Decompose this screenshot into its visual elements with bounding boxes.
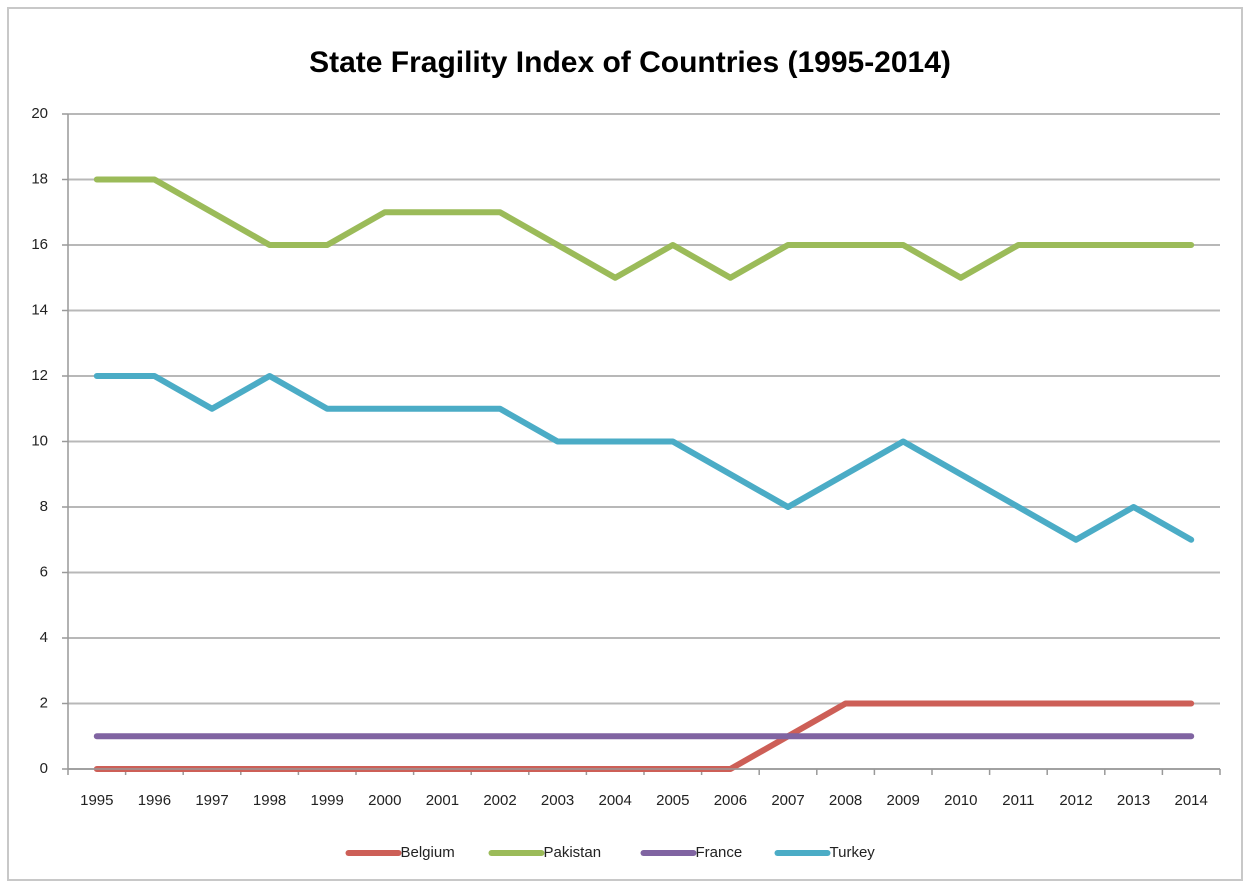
y-tick-label: 16	[31, 236, 48, 253]
legend-label: France	[696, 844, 743, 861]
x-tick-label: 2006	[714, 792, 747, 809]
x-tick-label: 2004	[599, 792, 632, 809]
x-tick-label: 2008	[829, 792, 862, 809]
x-tick-label: 2003	[541, 792, 574, 809]
x-tick-label: 2007	[771, 792, 804, 809]
x-tick-label: 2005	[656, 792, 689, 809]
x-tick-label: 1999	[311, 792, 344, 809]
y-tick-label: 0	[40, 760, 48, 777]
x-tick-label: 2000	[368, 792, 401, 809]
x-tick-label: 2001	[426, 792, 459, 809]
y-tick-label: 2	[40, 694, 48, 711]
x-tick-label: 2002	[483, 792, 516, 809]
y-tick-label: 20	[31, 105, 48, 122]
x-tick-label: 2012	[1059, 792, 1092, 809]
y-tick-label: 4	[40, 629, 48, 646]
series-line	[93, 373, 1195, 543]
x-tick-label: 2014	[1175, 792, 1208, 809]
x-tick-label: 1997	[195, 792, 228, 809]
series-line	[93, 176, 1195, 281]
x-tick-label: 2010	[944, 792, 977, 809]
y-tick-label: 18	[31, 170, 48, 187]
x-tick-label: 2011	[1002, 792, 1034, 809]
x-tick-label: 1995	[80, 792, 113, 809]
y-tick-label: 6	[40, 563, 48, 580]
legend-label: Pakistan	[544, 844, 602, 861]
chart-title: State Fragility Index of Countries (1995…	[309, 46, 951, 79]
y-tick-label: 12	[31, 367, 48, 384]
legend-label: Belgium	[401, 844, 455, 861]
x-tick-label: 2009	[887, 792, 920, 809]
y-tick-label: 14	[31, 301, 48, 318]
y-tick-label: 8	[40, 498, 48, 515]
x-tick-label: 1998	[253, 792, 286, 809]
y-tick-label: 10	[31, 432, 48, 449]
x-tick-label: 2013	[1117, 792, 1150, 809]
legend-label: Turkey	[830, 844, 876, 861]
x-tick-label: 1996	[138, 792, 171, 809]
